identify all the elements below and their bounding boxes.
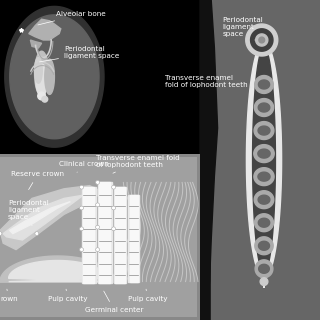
Polygon shape: [3, 195, 83, 240]
Polygon shape: [251, 29, 273, 51]
Text: Germinal center: Germinal center: [85, 291, 143, 313]
Polygon shape: [258, 126, 270, 135]
Polygon shape: [254, 99, 274, 116]
Bar: [200, 0, 213, 320]
Polygon shape: [259, 264, 269, 273]
Circle shape: [112, 185, 116, 189]
Polygon shape: [260, 278, 268, 285]
Circle shape: [96, 203, 100, 207]
Circle shape: [96, 248, 100, 252]
Polygon shape: [10, 15, 99, 139]
Polygon shape: [38, 92, 45, 100]
Polygon shape: [45, 59, 54, 94]
Polygon shape: [211, 0, 320, 320]
Polygon shape: [29, 19, 61, 40]
Polygon shape: [82, 187, 96, 283]
Polygon shape: [128, 195, 139, 282]
Circle shape: [112, 227, 116, 231]
Text: Periodontal
ligament space: Periodontal ligament space: [40, 46, 119, 62]
Polygon shape: [258, 103, 270, 112]
Polygon shape: [10, 202, 70, 234]
Polygon shape: [9, 260, 107, 282]
Circle shape: [80, 248, 84, 252]
Circle shape: [80, 227, 84, 231]
Text: Transverse enamel fold
of lophodont teeth: Transverse enamel fold of lophodont teet…: [96, 155, 180, 173]
Text: Periodontal
ligament
space: Periodontal ligament space: [222, 17, 263, 40]
Circle shape: [80, 206, 84, 210]
Text: Clinical crown: Clinical crown: [59, 161, 109, 172]
Polygon shape: [30, 40, 42, 48]
Polygon shape: [255, 237, 273, 255]
Bar: [0, 0, 200, 155]
Polygon shape: [36, 64, 47, 96]
Polygon shape: [98, 182, 112, 283]
Polygon shape: [114, 187, 126, 283]
Polygon shape: [259, 241, 269, 250]
Polygon shape: [246, 42, 282, 288]
Polygon shape: [254, 145, 274, 163]
Polygon shape: [258, 218, 270, 227]
Polygon shape: [0, 256, 115, 282]
Polygon shape: [255, 76, 273, 93]
Polygon shape: [35, 58, 42, 83]
Circle shape: [0, 232, 2, 236]
Polygon shape: [252, 48, 276, 279]
Text: Pulp cavity: Pulp cavity: [128, 289, 167, 302]
Polygon shape: [254, 168, 274, 186]
Text: Pulp cavity: Pulp cavity: [48, 289, 87, 302]
Polygon shape: [258, 172, 270, 181]
Polygon shape: [42, 96, 48, 102]
Polygon shape: [35, 51, 49, 96]
Polygon shape: [254, 122, 274, 140]
Bar: [200, 0, 320, 320]
Circle shape: [96, 180, 100, 184]
Polygon shape: [259, 80, 269, 89]
Circle shape: [112, 206, 116, 210]
Bar: [0, 157, 197, 317]
Polygon shape: [254, 214, 274, 232]
Circle shape: [35, 232, 39, 236]
Polygon shape: [256, 34, 268, 46]
Polygon shape: [0, 186, 102, 250]
Text: Transverse enamel
fold of lophodont teeth: Transverse enamel fold of lophodont teet…: [165, 75, 253, 89]
Text: rown: rown: [0, 289, 18, 302]
Polygon shape: [255, 260, 273, 278]
Text: Reserve crown: Reserve crown: [11, 172, 64, 190]
Polygon shape: [130, 195, 138, 282]
Polygon shape: [246, 24, 278, 56]
Polygon shape: [258, 149, 270, 158]
Polygon shape: [258, 195, 270, 204]
Polygon shape: [254, 191, 274, 209]
Polygon shape: [115, 187, 125, 283]
Circle shape: [80, 185, 84, 189]
Polygon shape: [259, 37, 265, 43]
Circle shape: [96, 225, 100, 229]
Polygon shape: [5, 6, 104, 147]
Polygon shape: [99, 182, 110, 283]
Text: Alveolar bone: Alveolar bone: [38, 12, 106, 25]
Polygon shape: [83, 187, 94, 283]
Bar: [0, 154, 200, 320]
Text: Periodontal
ligament
space: Periodontal ligament space: [8, 200, 49, 226]
Polygon shape: [200, 0, 218, 320]
